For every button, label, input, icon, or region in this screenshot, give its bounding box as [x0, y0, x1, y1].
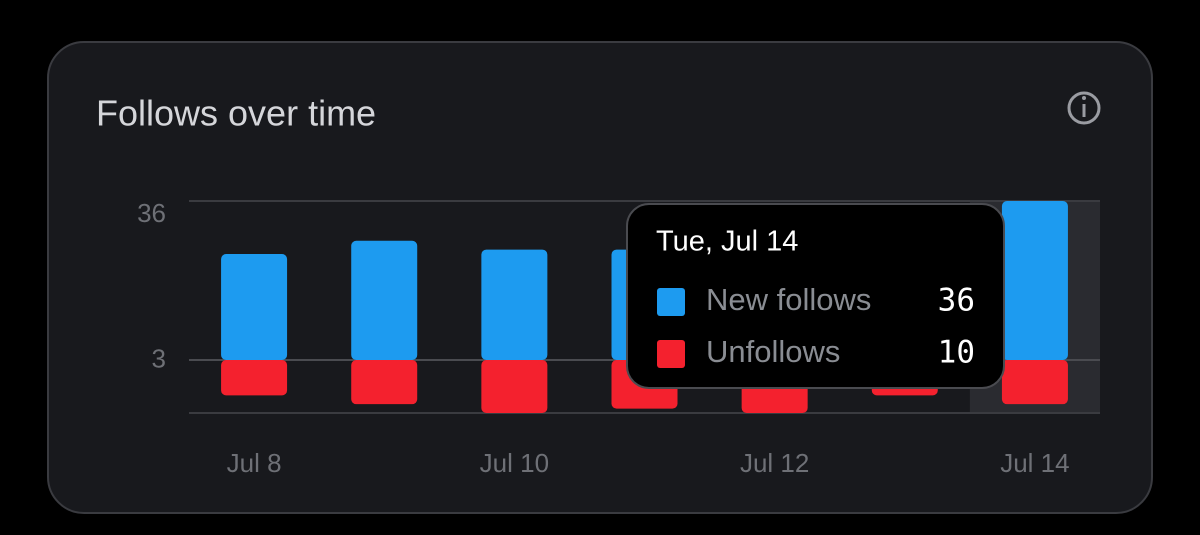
bar [351, 240, 418, 360]
info-button[interactable] [1067, 91, 1101, 125]
tooltip-swatch [657, 340, 685, 368]
tooltip: Tue, Jul 14 New follows 36 Unfollows 10 [626, 203, 1005, 389]
chart-title: Follows over time [96, 93, 376, 134]
bar [1001, 360, 1068, 405]
bar [351, 360, 418, 405]
info-icon[interactable] [1067, 91, 1101, 125]
tooltip-title: Tue, Jul 14 [656, 226, 798, 258]
bar [221, 360, 288, 396]
tooltip-value: 10 [938, 335, 975, 371]
tooltip-swatch [657, 288, 685, 316]
x-tick-label: Jul 14 [1000, 448, 1069, 478]
bar [1001, 201, 1068, 360]
x-tick-label: Jul 10 [480, 448, 549, 478]
y-tick-label: 36 [137, 198, 166, 228]
tooltip-value: 36 [938, 283, 975, 319]
tooltip-series-name: Unfollows [706, 334, 840, 369]
bar [481, 360, 548, 413]
x-tick-label: Jul 12 [740, 448, 809, 478]
info-icon-dot [1082, 96, 1086, 100]
tooltip-box [626, 203, 1005, 389]
y-tick-label: 3 [152, 344, 166, 374]
bar [481, 249, 548, 360]
bar [221, 254, 288, 360]
x-tick-label: Jul 8 [227, 448, 282, 478]
tooltip-series-name: New follows [706, 282, 871, 317]
